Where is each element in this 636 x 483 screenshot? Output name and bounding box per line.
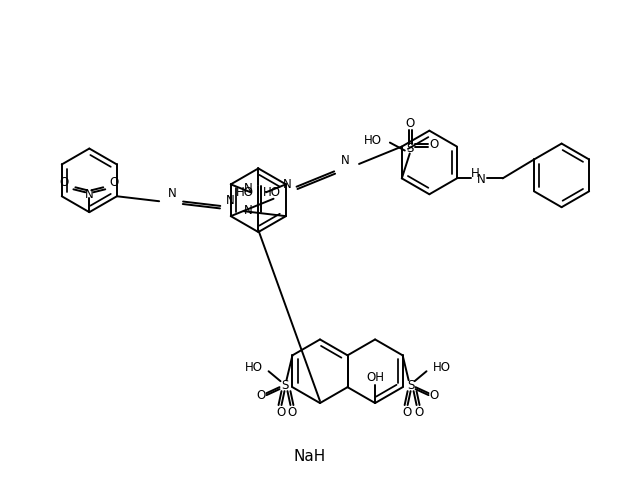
Text: N: N (476, 173, 485, 186)
Text: O: O (288, 406, 297, 418)
Text: H: H (471, 167, 479, 180)
Text: O: O (276, 406, 285, 418)
Text: HO: HO (245, 361, 263, 374)
Text: O: O (405, 117, 415, 130)
Text: N: N (341, 154, 350, 167)
Text: S: S (406, 142, 413, 155)
Text: HO: HO (236, 186, 254, 199)
Text: HO: HO (364, 134, 382, 147)
Text: S: S (407, 379, 414, 392)
Text: O: O (60, 176, 69, 189)
Text: O: O (402, 406, 411, 418)
Text: OH: OH (366, 371, 384, 384)
Text: O: O (430, 389, 439, 401)
Text: N: N (244, 182, 252, 195)
Text: N: N (85, 188, 93, 201)
Text: S: S (280, 379, 288, 392)
Text: HO: HO (432, 361, 450, 374)
Text: N: N (169, 187, 177, 200)
Text: N: N (283, 178, 291, 191)
Text: O: O (414, 406, 423, 418)
Text: NaH: NaH (294, 449, 326, 464)
Text: O: O (429, 138, 438, 151)
Text: HO: HO (263, 186, 280, 199)
Text: O: O (109, 176, 119, 189)
Text: N: N (226, 194, 235, 207)
Text: N: N (244, 204, 252, 217)
Text: O: O (256, 389, 265, 401)
